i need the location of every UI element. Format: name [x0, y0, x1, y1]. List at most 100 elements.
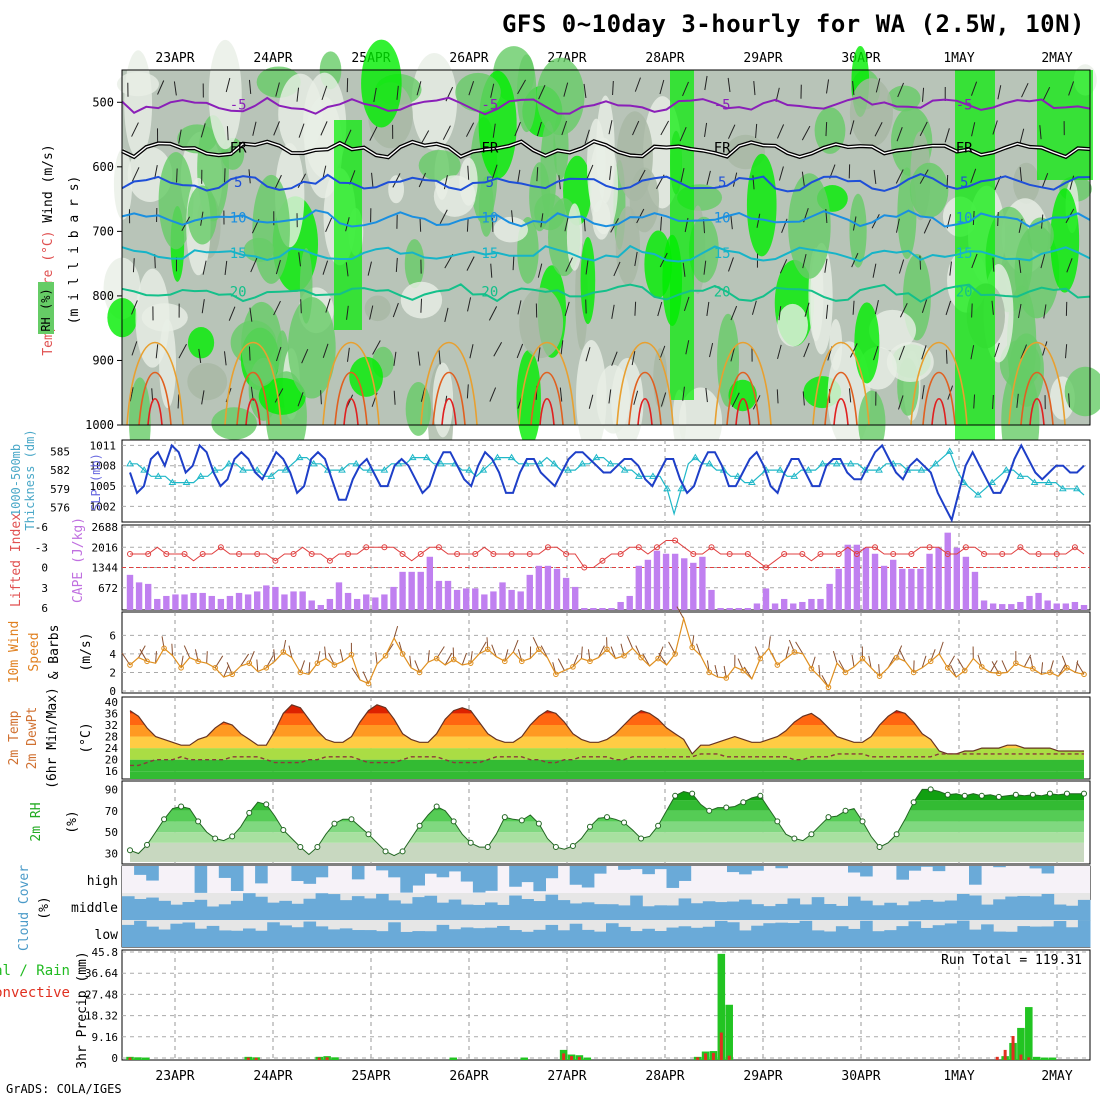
- cloud-bar: [775, 922, 788, 947]
- cloud-bar: [497, 904, 510, 920]
- convective-bar: [704, 1053, 708, 1060]
- cape-bar: [226, 595, 234, 610]
- thickness-marker: [126, 459, 134, 467]
- wind-marker: [501, 658, 508, 665]
- cloud-bar: [460, 927, 474, 947]
- contour-label: 10: [481, 210, 498, 226]
- cape-bar: [553, 568, 561, 610]
- wind-barb: [752, 175, 755, 190]
- panel-frame: [121, 611, 1091, 694]
- cape-bar: [154, 598, 161, 610]
- wind-barb: [802, 391, 805, 406]
- cloud-bar: [521, 899, 534, 920]
- cloud-bar: [811, 897, 825, 920]
- date-label-bottom: 2MAY: [1041, 1069, 1072, 1084]
- tick-label: 36.64: [85, 967, 118, 980]
- cloud-bar: [315, 866, 329, 878]
- li-marker: [617, 551, 624, 557]
- axis-label: 2m DewPt: [25, 707, 40, 770]
- cloud-bar: [702, 926, 716, 947]
- wind-barb: [897, 82, 905, 98]
- cloud-bar: [243, 893, 256, 920]
- li-marker: [345, 551, 352, 557]
- wind-barb: [517, 169, 521, 184]
- cloud-bar: [376, 866, 389, 871]
- wind-barb: [417, 351, 421, 366]
- cloud-bar: [739, 866, 752, 875]
- wind-barb: [201, 299, 205, 314]
- thickness-marker: [564, 466, 573, 473]
- cloud-bar: [1029, 866, 1043, 869]
- wind-barb: [610, 646, 616, 659]
- precip-bar: [449, 1057, 458, 1060]
- cape-bar: [635, 565, 642, 610]
- cape-bar: [1062, 603, 1070, 610]
- wind-barb: [709, 342, 714, 358]
- rh-blob: [728, 379, 757, 412]
- contour-label: 10: [230, 210, 247, 226]
- wind-barb: [467, 165, 470, 180]
- wind-barb: [558, 175, 561, 190]
- wind-barb: [176, 168, 178, 183]
- wind-barb: [899, 303, 908, 318]
- wind-barb: [685, 340, 690, 355]
- axis-label: Cloud Cover: [17, 865, 32, 951]
- wind-marker: [740, 667, 747, 674]
- rh-blob: [887, 85, 921, 112]
- wind-barb: [849, 120, 855, 135]
- wind-barb: [919, 255, 922, 270]
- wind-barb: [467, 297, 472, 312]
- wind-marker: [1047, 669, 1053, 676]
- cloud-bar: [678, 926, 692, 947]
- cape-bar: [181, 594, 188, 610]
- li-marker: [690, 551, 697, 557]
- li-marker: [926, 544, 933, 551]
- li-marker: [526, 551, 533, 557]
- li-marker: [145, 551, 152, 557]
- cape-bar: [917, 568, 924, 610]
- thickness-marker: [309, 459, 318, 467]
- rh-blob: [854, 302, 880, 384]
- rh-blob: [566, 203, 583, 271]
- cape-bar: [608, 608, 615, 610]
- wind-barb: [274, 388, 284, 403]
- wind-barb: [613, 261, 621, 277]
- rh-legend-label: RH (%): [39, 288, 53, 331]
- li-marker: [127, 551, 133, 557]
- li-marker: [853, 551, 860, 557]
- convective-bar: [719, 1032, 723, 1060]
- cloud-bar: [485, 866, 498, 891]
- cape-bar: [1044, 600, 1051, 610]
- cape-bar: [599, 608, 606, 610]
- wind-barb: [420, 130, 430, 145]
- wind-barb: [778, 166, 784, 181]
- tick-label: 0: [111, 1052, 118, 1065]
- wind-barb: [537, 347, 541, 362]
- wind-marker: [416, 669, 423, 676]
- wind-barb: [490, 263, 493, 278]
- temp-contour: [121, 173, 1091, 193]
- wind-barb: [536, 121, 542, 137]
- rh-blob: [858, 390, 886, 456]
- wind-barb: [478, 641, 487, 655]
- rh-blob: [849, 78, 893, 148]
- rh-column: [670, 70, 694, 400]
- tick-label: 1344: [92, 562, 119, 575]
- wind-barb: [183, 645, 191, 658]
- wind-barb: [396, 85, 399, 100]
- wind-barb: [634, 77, 641, 92]
- wind-barb: [1058, 663, 1066, 677]
- wind-marker: [825, 684, 832, 691]
- rh-marker: [399, 848, 406, 855]
- date-label-bottom: 24APR: [253, 1069, 292, 1084]
- temp-contour-warm: [224, 341, 282, 426]
- cloud-bar: [896, 866, 909, 880]
- convective-bar: [1003, 1049, 1007, 1060]
- wind-barb: [896, 126, 903, 142]
- wind-barb: [970, 81, 978, 96]
- thickness-marker: [1030, 478, 1039, 486]
- wind-barb: [538, 84, 546, 100]
- cloud-bar: [206, 906, 220, 920]
- cloud-bar: [787, 923, 801, 947]
- thickness-marker: [493, 453, 502, 461]
